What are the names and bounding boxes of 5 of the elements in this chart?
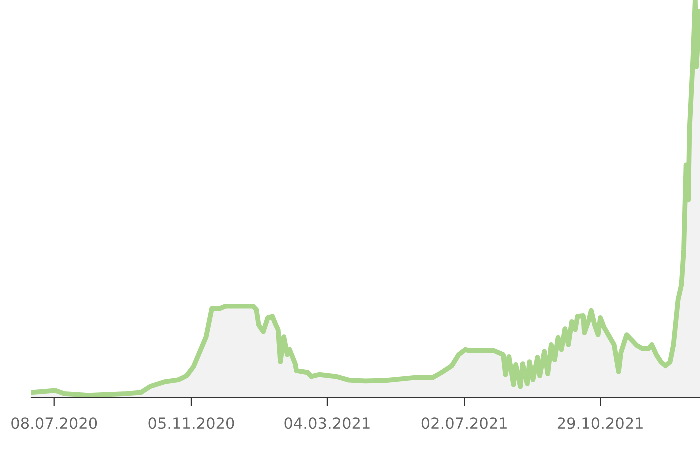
x-tick-label: 29.10.2021 [558,418,643,430]
x-tick-label: 05.11.2020 [148,418,234,430]
x-tick-label: 02.07.2021 [422,418,507,430]
x-tick-label: 08.07.2020 [12,418,98,430]
x-tick-label: 04.03.2021 [284,418,370,430]
